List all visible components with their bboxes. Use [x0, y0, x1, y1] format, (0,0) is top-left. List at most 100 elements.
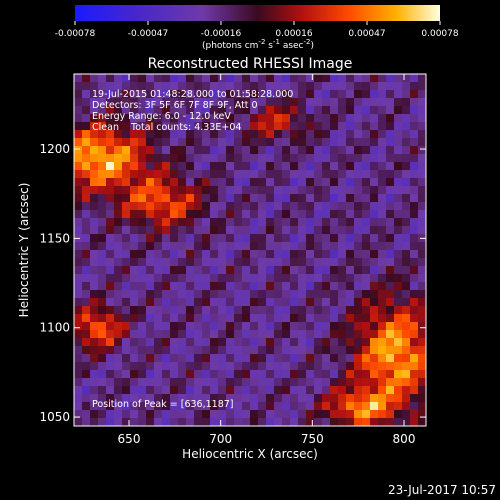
heatmap-cell	[394, 242, 403, 251]
heatmap-cell	[418, 394, 426, 403]
heatmap-cell	[218, 234, 227, 243]
heatmap-cell	[290, 394, 299, 403]
heatmap-cell	[290, 234, 299, 243]
heatmap-cell	[202, 98, 211, 107]
heatmap-cell	[218, 266, 227, 275]
heatmap-cell	[162, 394, 171, 403]
heatmap-cell	[202, 362, 211, 371]
heatmap-cell	[394, 186, 403, 195]
heatmap-cell	[378, 146, 387, 155]
heatmap-cell	[362, 122, 371, 131]
heatmap-cell	[242, 210, 251, 219]
heatmap-cell	[138, 162, 147, 171]
heatmap-cell	[194, 114, 203, 123]
heatmap-cell	[82, 330, 91, 339]
heatmap-cell	[362, 306, 371, 315]
heatmap-cell	[138, 154, 147, 163]
heatmap-cell	[362, 282, 371, 291]
heatmap-cell	[114, 162, 123, 171]
heatmap-cell	[242, 242, 251, 251]
heatmap-cell	[346, 242, 355, 251]
heatmap-cell	[242, 234, 251, 243]
heatmap-cell	[402, 322, 411, 331]
heatmap-cell	[226, 122, 235, 131]
heatmap-cell	[266, 130, 275, 139]
heatmap-cell	[178, 186, 187, 195]
heatmap-cell	[330, 274, 339, 283]
heatmap-cell	[162, 162, 171, 171]
heatmap-cell	[266, 202, 275, 211]
heatmap-cell	[354, 298, 363, 307]
heatmap-cell	[370, 114, 379, 123]
heatmap-cell	[82, 354, 91, 363]
heatmap-cell	[154, 154, 163, 163]
heatmap-cell	[282, 106, 291, 115]
heatmap-cell	[218, 186, 227, 195]
heatmap-cell	[410, 170, 419, 179]
heatmap-cell	[234, 154, 243, 163]
heatmap-cell	[354, 330, 363, 339]
heatmap-cell	[186, 394, 195, 403]
heatmap-cell	[114, 194, 123, 203]
heatmap-cell	[362, 290, 371, 299]
heatmap-cell	[194, 418, 203, 426]
heatmap-cell	[234, 418, 243, 426]
heatmap-cell	[298, 114, 307, 123]
heatmap-cell	[314, 378, 323, 387]
heatmap-cell	[154, 82, 163, 91]
heatmap-cell	[138, 378, 147, 387]
heatmap-cell	[74, 130, 83, 139]
heatmap-cell	[386, 106, 395, 115]
heatmap-cell	[130, 346, 139, 355]
heatmap-cell	[218, 402, 227, 411]
heatmap-cell	[202, 162, 211, 171]
heatmap-cell	[282, 370, 291, 379]
heatmap-cell	[114, 346, 123, 355]
heatmap-cell	[410, 410, 419, 419]
heatmap-cell	[418, 402, 426, 411]
heatmap-cell	[410, 138, 419, 147]
heatmap-cell	[98, 298, 107, 307]
heatmap-cell	[154, 162, 163, 171]
heatmap-cell	[362, 402, 371, 411]
heatmap-cell	[74, 194, 83, 203]
heatmap-cell	[162, 346, 171, 355]
heatmap-cell	[218, 314, 227, 323]
heatmap-cell	[298, 266, 307, 275]
heatmap-cell	[402, 346, 411, 355]
heatmap-cell	[330, 354, 339, 363]
colorbar-tick-label: 0.00078	[421, 29, 458, 39]
heatmap-cell	[74, 218, 83, 227]
heatmap-cell	[282, 346, 291, 355]
heatmap-cell	[250, 98, 259, 107]
heatmap-cell	[226, 154, 235, 163]
heatmap-cell	[378, 170, 387, 179]
heatmap-cell	[186, 290, 195, 299]
heatmap-cell	[418, 282, 426, 291]
heatmap-cell	[298, 418, 307, 426]
heatmap-cell	[346, 386, 355, 395]
heatmap-cell	[378, 410, 387, 419]
heatmap-cell	[106, 322, 115, 331]
heatmap-cell	[418, 202, 426, 211]
heatmap-cell	[314, 290, 323, 299]
heatmap-cell	[122, 178, 131, 187]
heatmap-cell	[314, 410, 323, 419]
heatmap-cell	[322, 394, 331, 403]
heatmap-cell	[330, 410, 339, 419]
heatmap-cell	[314, 170, 323, 179]
heatmap-cell	[306, 394, 315, 403]
heatmap-cell	[226, 274, 235, 283]
heatmap-cell	[138, 226, 147, 235]
heatmap-cell	[346, 74, 355, 83]
heatmap-cell	[162, 274, 171, 283]
heatmap-cell	[402, 146, 411, 155]
heatmap-cell	[274, 194, 283, 203]
heatmap-cell	[186, 386, 195, 395]
heatmap-cell	[290, 146, 299, 155]
heatmap-cell	[338, 242, 347, 251]
heatmap-cell	[194, 122, 203, 131]
heatmap-cell	[250, 234, 259, 243]
heatmap-cell	[202, 410, 211, 419]
heatmap-cell	[418, 106, 426, 115]
